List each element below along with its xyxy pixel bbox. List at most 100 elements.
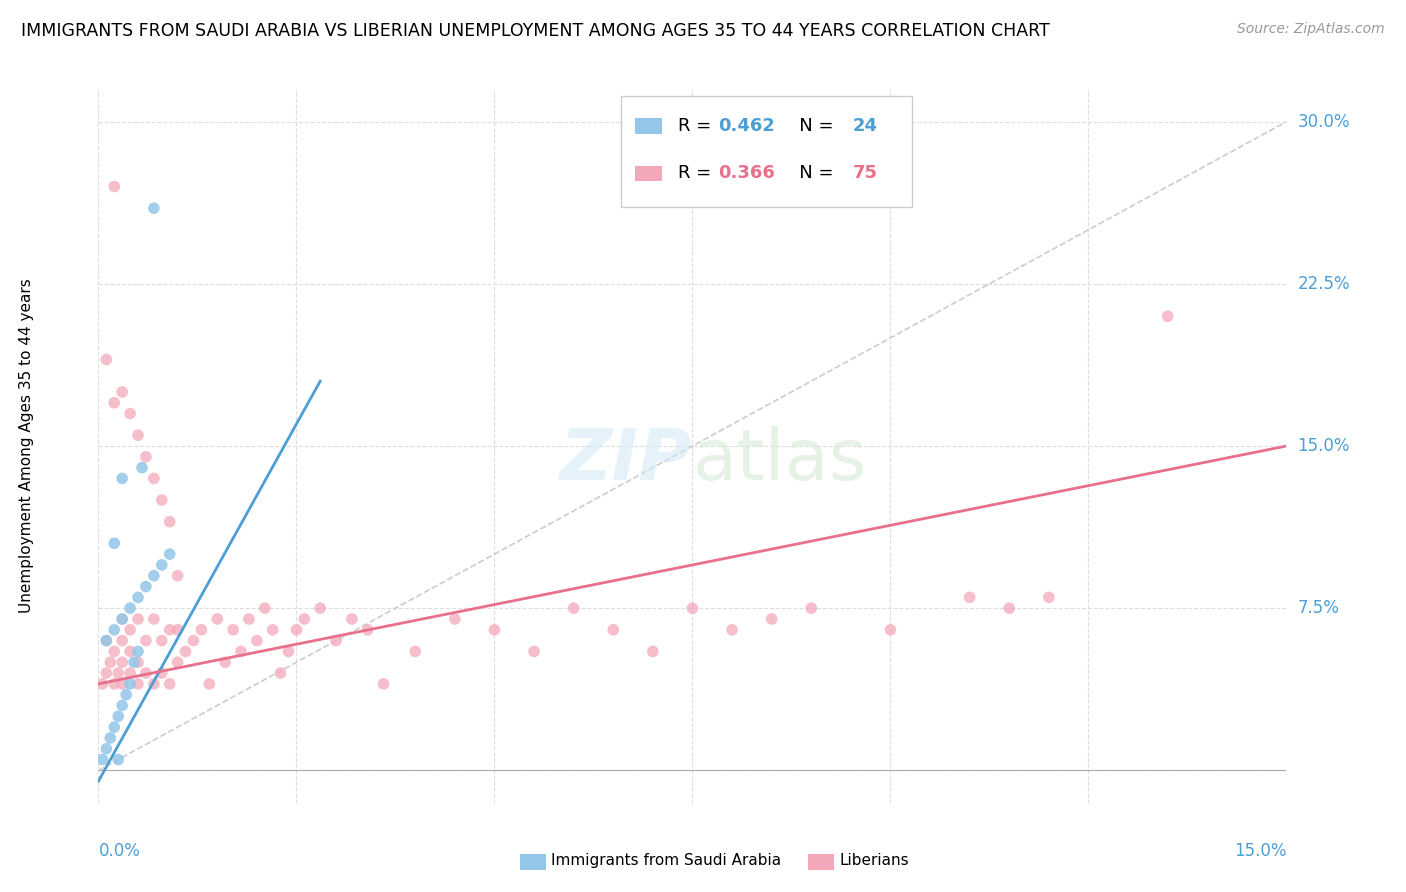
Point — [120, 623, 142, 637]
Point — [190, 623, 212, 637]
Point — [166, 623, 188, 637]
FancyBboxPatch shape — [636, 166, 662, 181]
Point — [107, 666, 129, 681]
Point — [879, 623, 901, 637]
Point — [103, 396, 125, 410]
Point — [111, 384, 134, 399]
Text: Liberians: Liberians — [839, 854, 910, 868]
Point — [91, 677, 114, 691]
Point — [222, 623, 245, 637]
Point — [166, 655, 188, 669]
Point — [107, 753, 129, 767]
Point — [120, 644, 142, 658]
Point — [127, 655, 149, 669]
Point — [103, 677, 125, 691]
Text: IMMIGRANTS FROM SAUDI ARABIA VS LIBERIAN UNEMPLOYMENT AMONG AGES 35 TO 44 YEARS : IMMIGRANTS FROM SAUDI ARABIA VS LIBERIAN… — [21, 22, 1050, 40]
Point — [111, 612, 134, 626]
Point — [103, 179, 125, 194]
Text: 15.0%: 15.0% — [1234, 842, 1286, 860]
Point — [761, 612, 783, 626]
Point — [357, 623, 380, 637]
Point — [142, 612, 165, 626]
Point — [246, 633, 269, 648]
Point — [98, 731, 121, 745]
Point — [309, 601, 332, 615]
Point — [142, 568, 165, 582]
Point — [120, 677, 142, 691]
FancyBboxPatch shape — [621, 96, 912, 207]
Point — [96, 352, 118, 367]
Text: R =: R = — [678, 118, 717, 136]
Point — [142, 471, 165, 485]
Point — [270, 666, 292, 681]
Text: N =: N = — [782, 118, 839, 136]
Point — [135, 580, 157, 594]
Point — [135, 450, 157, 464]
Point — [120, 666, 142, 681]
Point — [111, 655, 134, 669]
Point — [277, 644, 299, 658]
Point — [127, 428, 149, 442]
Point — [103, 536, 125, 550]
Point — [1156, 310, 1178, 324]
Point — [325, 633, 347, 648]
Text: 30.0%: 30.0% — [1298, 112, 1350, 130]
Point — [103, 720, 125, 734]
Point — [115, 688, 138, 702]
Point — [135, 666, 157, 681]
Point — [96, 666, 118, 681]
Point — [998, 601, 1021, 615]
Point — [205, 612, 228, 626]
Point — [523, 644, 546, 658]
Point — [111, 633, 134, 648]
Point — [127, 677, 149, 691]
Text: 15.0%: 15.0% — [1298, 437, 1350, 455]
FancyBboxPatch shape — [636, 119, 662, 134]
Point — [198, 677, 221, 691]
Point — [150, 558, 173, 572]
Point — [127, 644, 149, 658]
Point — [159, 547, 181, 561]
Point — [142, 677, 165, 691]
Point — [111, 612, 134, 626]
Point — [1038, 591, 1060, 605]
Point — [120, 601, 142, 615]
Point — [122, 655, 145, 669]
Point — [444, 612, 467, 626]
Point — [103, 644, 125, 658]
Text: 0.366: 0.366 — [718, 164, 776, 182]
Point — [111, 698, 134, 713]
Text: 7.5%: 7.5% — [1298, 599, 1340, 617]
Point — [96, 633, 118, 648]
Point — [111, 471, 134, 485]
Point — [229, 644, 252, 658]
Point — [959, 591, 981, 605]
Point — [484, 623, 506, 637]
Point — [127, 591, 149, 605]
Point — [159, 623, 181, 637]
Point — [641, 644, 664, 658]
Point — [103, 623, 125, 637]
Point — [183, 633, 205, 648]
Point — [135, 633, 157, 648]
Point — [292, 612, 315, 626]
Point — [602, 623, 624, 637]
Point — [214, 655, 236, 669]
Point — [131, 460, 153, 475]
Point — [340, 612, 363, 626]
Point — [96, 633, 118, 648]
Point — [127, 612, 149, 626]
Point — [404, 644, 426, 658]
Text: R =: R = — [678, 164, 717, 182]
Point — [120, 407, 142, 421]
Point — [107, 709, 129, 723]
Point — [150, 633, 173, 648]
Point — [238, 612, 260, 626]
Text: 24: 24 — [853, 118, 877, 136]
Point — [373, 677, 395, 691]
Text: atlas: atlas — [692, 425, 868, 495]
Point — [681, 601, 703, 615]
Text: Unemployment Among Ages 35 to 44 years: Unemployment Among Ages 35 to 44 years — [18, 278, 34, 614]
Point — [262, 623, 284, 637]
Point — [166, 568, 188, 582]
